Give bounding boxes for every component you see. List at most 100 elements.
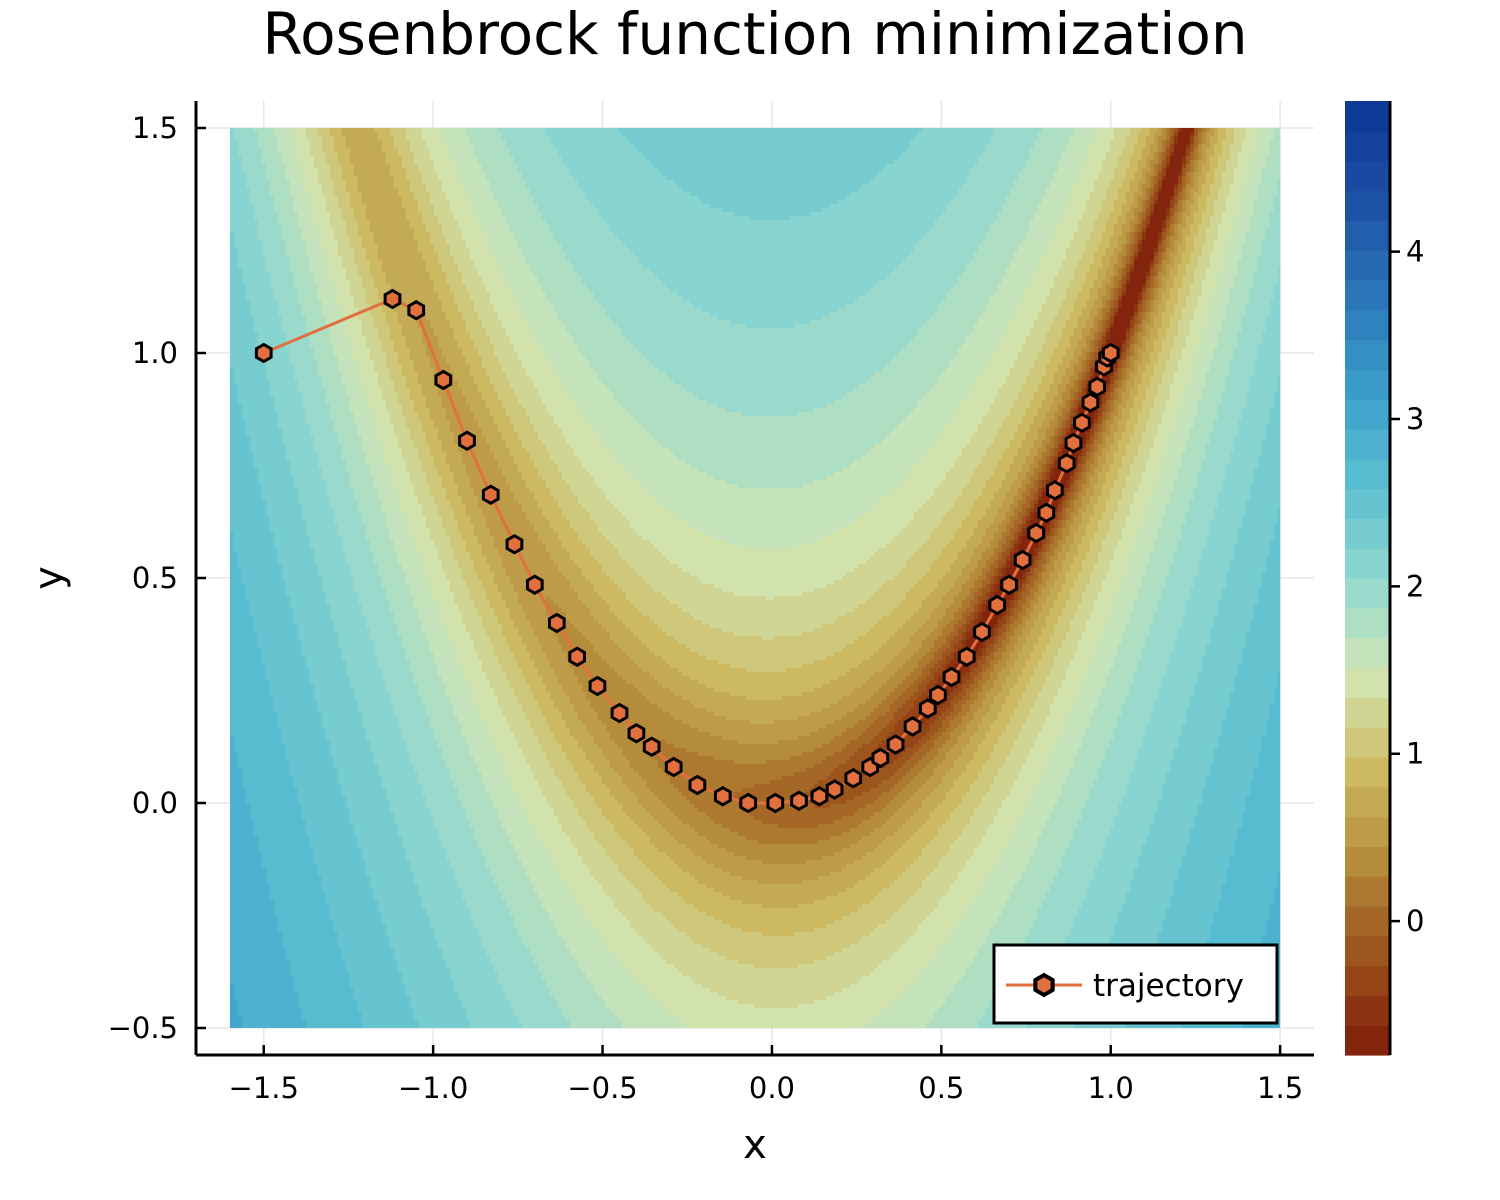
colorbar-band (1345, 101, 1390, 131)
colorbar-band (1345, 936, 1390, 966)
x-tick-label: −1.0 (398, 1071, 468, 1105)
trajectory-point (1029, 525, 1044, 542)
colorbar-tick-label: 1 (1406, 737, 1424, 771)
trajectory-point (1066, 435, 1081, 452)
trajectory-point (1015, 552, 1030, 569)
trajectory-point (1047, 482, 1062, 499)
trajectory-point (931, 687, 946, 704)
colorbar-band (1345, 846, 1390, 876)
trajectory-point (570, 648, 585, 665)
colorbar-band (1345, 757, 1390, 787)
y-tick-label: 1.5 (132, 111, 178, 145)
trajectory-point (549, 615, 564, 632)
colorbar-band (1345, 608, 1390, 638)
trajectory-point (612, 705, 627, 722)
trajectory-point (256, 345, 271, 362)
y-tick-label: −0.5 (108, 1011, 178, 1045)
trajectory-point (1002, 576, 1017, 593)
trajectory-point (507, 536, 522, 553)
colorbar: 0 1 2 3 4 (1345, 101, 1424, 1056)
trajectory-point (990, 597, 1005, 614)
trajectory-point (975, 624, 990, 641)
trajectory-point (385, 291, 400, 308)
colorbar-band (1345, 161, 1390, 191)
colorbar-band (1345, 966, 1390, 996)
colorbar-band (1345, 429, 1390, 459)
colorbar-band (1345, 131, 1390, 161)
x-tick-label: −1.5 (229, 1071, 299, 1105)
trajectory-point (1039, 504, 1054, 521)
trajectory-point (741, 795, 756, 812)
trajectory-point (1075, 414, 1090, 431)
trajectory-point (768, 795, 783, 812)
colorbar-band (1345, 250, 1390, 280)
trajectory-point (409, 302, 424, 319)
colorbar-band (1345, 220, 1390, 250)
y-axis-label: y (26, 566, 72, 590)
colorbar-band (1345, 906, 1390, 936)
y-tick-label: 0.5 (132, 561, 178, 595)
colorbar-band (1345, 190, 1390, 220)
colorbar-band (1345, 727, 1390, 757)
colorbar-band (1345, 340, 1390, 370)
colorbar-band (1345, 638, 1390, 668)
x-tick-label: 1.0 (1088, 1071, 1134, 1105)
colorbar-band (1345, 369, 1390, 399)
colorbar-band (1345, 548, 1390, 578)
colorbar-band (1345, 995, 1390, 1025)
chart-title: Rosenbrock function minimization (262, 0, 1247, 68)
x-tick-label: 0.5 (918, 1071, 964, 1105)
trajectory-point (1090, 378, 1105, 395)
colorbar-band (1345, 817, 1390, 847)
trajectory-point (792, 792, 807, 809)
trajectory-point (888, 736, 903, 753)
trajectory-point (436, 372, 451, 389)
colorbar-tick-label: 2 (1406, 569, 1424, 603)
trajectory-point (873, 750, 888, 767)
trajectory-point (944, 669, 959, 686)
colorbar-band (1345, 399, 1390, 429)
x-tick-label: 0.0 (749, 1071, 795, 1105)
contour-field (230, 128, 1283, 1029)
trajectory-point (1059, 455, 1074, 472)
y-tick-label: 1.0 (132, 336, 178, 370)
trajectory-point (590, 678, 605, 695)
trajectory-point (460, 432, 475, 449)
trajectory-point (1103, 345, 1118, 362)
colorbar-band (1345, 489, 1390, 519)
colorbar-tick-label: 4 (1406, 235, 1424, 269)
colorbar-band (1345, 787, 1390, 817)
colorbar-band (1345, 876, 1390, 906)
colorbar-band (1345, 667, 1390, 697)
colorbar-band (1345, 578, 1390, 608)
trajectory-point (715, 788, 730, 805)
colorbar-band (1345, 459, 1390, 489)
trajectory-point (666, 759, 681, 776)
legend-marker (1035, 975, 1052, 995)
trajectory-point (483, 486, 498, 503)
colorbar-band (1345, 518, 1390, 548)
legend: trajectory (994, 945, 1277, 1023)
trajectory-point (959, 648, 974, 665)
trajectory-point (827, 781, 842, 798)
colorbar-band (1345, 1025, 1390, 1055)
colorbar-band (1345, 310, 1390, 340)
trajectory-point (846, 770, 861, 787)
legend-entry-trajectory: trajectory (1093, 968, 1244, 1004)
trajectory-point (527, 576, 542, 593)
trajectory-point (812, 788, 827, 805)
trajectory-point (690, 777, 705, 794)
x-tick-label: 1.5 (1257, 1071, 1303, 1105)
x-axis-label: x (743, 1122, 767, 1168)
trajectory-point (644, 738, 659, 755)
y-tick-label: 0.0 (132, 786, 178, 820)
trajectory-point (1083, 394, 1098, 411)
trajectory-point (905, 718, 920, 735)
x-tick-label: −0.5 (567, 1071, 637, 1105)
colorbar-band (1345, 697, 1390, 727)
trajectory-point (920, 700, 935, 717)
colorbar-tick-label: 3 (1406, 402, 1424, 436)
colorbar-tick-label: 0 (1406, 904, 1424, 938)
colorbar-band (1345, 280, 1390, 310)
